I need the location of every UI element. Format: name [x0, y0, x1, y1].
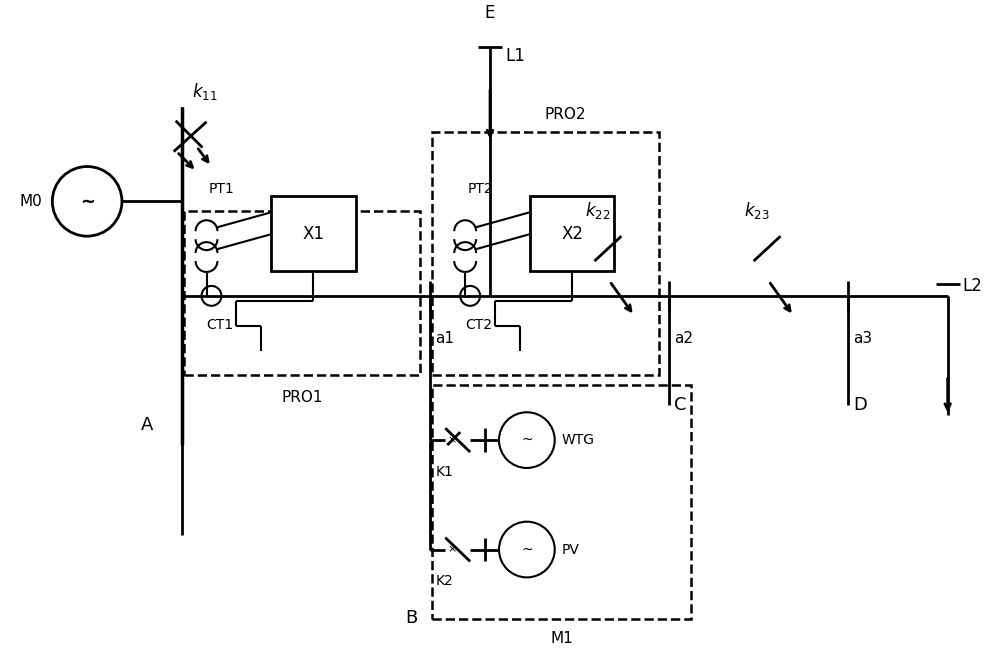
Text: CT1: CT1 — [207, 318, 234, 332]
Bar — [184, 211, 420, 375]
Text: D: D — [853, 396, 867, 414]
Text: A: A — [141, 416, 153, 434]
Text: a2: a2 — [674, 331, 693, 346]
Text: ~: ~ — [521, 433, 533, 447]
Text: $k_{11}$: $k_{11}$ — [192, 81, 217, 102]
Text: a1: a1 — [435, 331, 454, 346]
Text: X1: X1 — [302, 225, 324, 243]
Text: M1: M1 — [550, 631, 573, 646]
Text: L1: L1 — [505, 47, 525, 65]
Text: PT1: PT1 — [209, 182, 234, 196]
Text: $\times$: $\times$ — [447, 435, 457, 445]
Text: a3: a3 — [853, 331, 872, 346]
Text: PRO2: PRO2 — [545, 107, 586, 122]
Text: $k_{22}$: $k_{22}$ — [585, 200, 610, 221]
FancyBboxPatch shape — [271, 196, 356, 271]
Text: ~: ~ — [80, 192, 95, 211]
Text: E: E — [485, 5, 495, 22]
Text: L2: L2 — [963, 277, 982, 295]
Text: PT2: PT2 — [467, 182, 493, 196]
Text: X2: X2 — [561, 225, 583, 243]
FancyBboxPatch shape — [530, 196, 614, 271]
Bar — [432, 131, 659, 375]
Text: CT2: CT2 — [465, 318, 492, 332]
Text: B: B — [405, 610, 417, 627]
Text: ~: ~ — [521, 543, 533, 557]
Text: C: C — [674, 396, 687, 414]
Text: K2: K2 — [435, 574, 453, 589]
Text: $k_{23}$: $k_{23}$ — [744, 200, 769, 221]
Text: PV: PV — [562, 543, 580, 557]
Text: M0: M0 — [20, 194, 42, 209]
Text: K1: K1 — [435, 465, 453, 479]
Text: $\times$: $\times$ — [447, 544, 457, 555]
Bar — [432, 385, 691, 619]
Text: PRO1: PRO1 — [281, 390, 323, 405]
Text: WTG: WTG — [562, 433, 595, 447]
